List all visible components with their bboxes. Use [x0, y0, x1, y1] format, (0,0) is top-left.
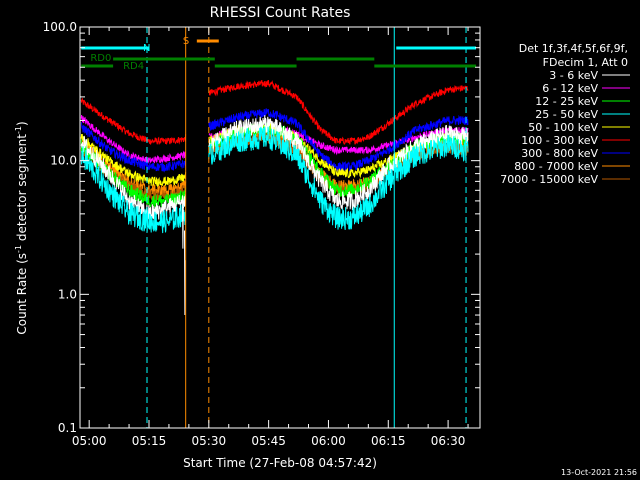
chart-title: RHESSI Count Rates — [210, 5, 351, 21]
y-axis: 0.1 1.0 10.0 100.0 — [43, 20, 480, 435]
y-axis-label-main: Count Rate (s — [15, 253, 29, 335]
y-axis-label-mid: detector segment — [15, 134, 29, 245]
x-tick-label-1: 05:15 — [132, 434, 167, 448]
x-tick-label-2: 05:30 — [192, 434, 227, 448]
x-axis-label: Start Time (27-Feb-08 04:57:42) — [183, 456, 377, 470]
legend-header-line-1: Det 1f,3f,4f,5f,6f,9f, — [519, 42, 628, 55]
x-axis: 05:00 05:15 05:30 05:45 06:00 06:15 06:30 — [72, 27, 469, 448]
y-axis-label: Count Rate (s-1 detector segment-1) — [14, 121, 29, 334]
y-tick-label-3: 100.0 — [43, 20, 77, 34]
x-tick-label-5: 06:15 — [371, 434, 406, 448]
y-axis-label-sup2: -1 — [14, 126, 23, 134]
legend-label-8: 7000 - 15000 keV — [500, 173, 598, 186]
flag-label-2: RD0 — [90, 53, 111, 64]
x-tick-label-4: 06:00 — [311, 434, 346, 448]
y-tick-label-1: 1.0 — [58, 287, 77, 301]
x-tick-label-0: 05:00 — [72, 434, 107, 448]
legend-label-1: 6 - 12 keV — [542, 82, 598, 95]
flag-label-3: RD4 — [123, 61, 144, 72]
legend-label-2: 12 - 25 keV — [535, 95, 598, 108]
plot-frame — [79, 26, 481, 429]
timestamp: 13-Oct-2021 21:56 — [561, 468, 637, 477]
y-tick-label-2: 10.0 — [50, 154, 77, 168]
flag-label-1: S — [183, 36, 189, 47]
legend-label-7: 800 - 7000 keV — [514, 160, 598, 173]
legend-label-4: 50 - 100 keV — [528, 121, 598, 134]
legend-label-0: 3 - 6 keV — [549, 69, 598, 82]
legend: Det 1f,3f,4f,5f,6f,9f, FDecim 1, Att 0 3… — [500, 42, 630, 186]
legend-label-5: 100 - 300 keV — [521, 134, 598, 147]
y-axis-label-end: ) — [15, 121, 29, 126]
y-tick-label-0: 0.1 — [58, 421, 77, 435]
series-layer — [80, 79, 469, 234]
x-tick-label-3: 05:45 — [251, 434, 286, 448]
series-line-5 — [80, 79, 469, 145]
series-line-3 — [81, 126, 469, 234]
x-tick-label-6: 06:30 — [431, 434, 466, 448]
series-line-6 — [80, 108, 469, 173]
overlay-layer: N S RD0 RD4 — [79, 27, 477, 428]
legend-label-3: 25 - 50 keV — [535, 108, 598, 121]
flag-label-0: N — [143, 43, 150, 54]
legend-label-6: 300 - 800 keV — [521, 147, 598, 160]
series-line-0 — [80, 115, 469, 220]
y-axis-label-sup1: -1 — [14, 245, 23, 253]
legend-header-line-2: FDecim 1, Att 0 — [543, 56, 628, 69]
